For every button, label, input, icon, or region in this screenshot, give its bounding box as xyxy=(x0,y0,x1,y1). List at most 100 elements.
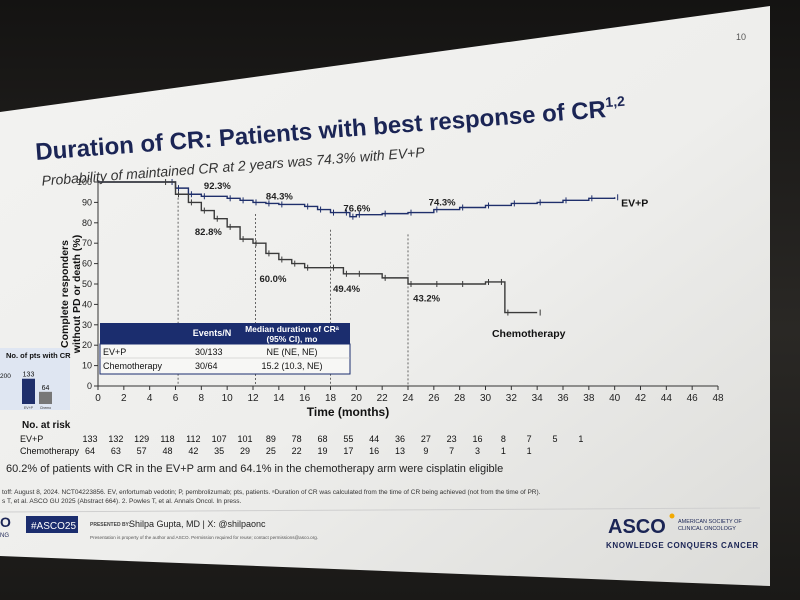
inset-title: No. of pts with CR xyxy=(6,351,71,360)
at-risk-value: 7 xyxy=(527,434,532,444)
y-tick-label: 50 xyxy=(82,279,92,289)
left-logo-fragment-2: NG xyxy=(0,533,9,539)
landmark-label: 74.3% xyxy=(429,197,456,208)
table-row-arm: Chemotherapy xyxy=(103,361,163,371)
asco-logo: ASCO xyxy=(608,516,666,538)
landmark-label: 49.4% xyxy=(333,284,360,295)
inset-bar-value: 133 xyxy=(23,372,35,379)
at-risk-value: 5 xyxy=(552,434,557,444)
landmark-label: 92.3% xyxy=(204,181,231,192)
asco-society-line-1: AMERICAN SOCIETY OF xyxy=(678,519,742,525)
at-risk-value: 89 xyxy=(266,434,276,444)
hashtag: #ASCO25 xyxy=(31,521,76,532)
table-header-median-line2: (95% CI), mo xyxy=(266,334,317,344)
x-tick-label: 34 xyxy=(532,393,544,404)
inset-bar xyxy=(39,391,52,404)
y-tick-label: 40 xyxy=(82,299,92,309)
x-tick-label: 40 xyxy=(609,393,621,404)
at-risk-value: 7 xyxy=(449,446,454,456)
table-row-median: NE (NE, NE) xyxy=(266,347,317,357)
presenter-label: PRESENTED BY: xyxy=(90,522,131,528)
at-risk-value: 101 xyxy=(237,434,252,444)
at-risk-value: 23 xyxy=(447,434,457,444)
inset-bar-value: 64 xyxy=(42,385,50,392)
x-tick-label: 16 xyxy=(299,393,311,404)
at-risk-value: 8 xyxy=(501,434,506,444)
table-header-events: Events/N xyxy=(193,328,232,338)
y-tick-label: 100 xyxy=(77,177,92,187)
x-tick-label: 24 xyxy=(402,393,414,404)
x-axis-title: Time (months) xyxy=(307,405,389,419)
at-risk-value: 9 xyxy=(423,446,428,456)
x-tick-label: 44 xyxy=(661,393,673,404)
table-row-events: 30/133 xyxy=(195,347,223,357)
at-risk-value: 48 xyxy=(162,446,172,456)
at-risk-value: 1 xyxy=(527,446,532,456)
table-body-bg xyxy=(99,343,351,375)
footnote-1: toff: August 8, 2024. NCT04223856. EV, e… xyxy=(2,489,541,496)
events-table: Events/N Median duration of CRᵃ(95% CI), … xyxy=(99,323,351,375)
at-risk-value: 1 xyxy=(501,446,506,456)
at-risk-value: 35 xyxy=(214,446,224,456)
at-risk-value: 27 xyxy=(421,434,431,444)
asco-society-line-2: CLINICAL ONCOLOGY xyxy=(678,526,736,532)
at-risk-value: 1 xyxy=(578,434,583,444)
at-risk-value: 112 xyxy=(186,434,200,444)
x-tick-label: 18 xyxy=(325,393,337,404)
at-risk-value: 3 xyxy=(475,446,480,456)
x-tick-label: 12 xyxy=(247,393,259,404)
series-label: EV+P xyxy=(621,197,648,209)
table-header-median-line1: Median duration of CRᵃ xyxy=(245,324,340,334)
at-risk-value: 19 xyxy=(317,446,327,456)
x-tick-label: 6 xyxy=(173,393,179,404)
at-risk-arm-label: Chemotherapy xyxy=(20,446,80,456)
x-tick-label: 46 xyxy=(687,393,699,404)
at-risk-value: 57 xyxy=(137,446,147,456)
series-label: Chemotherapy xyxy=(492,328,566,340)
landmark-label: 84.3% xyxy=(266,191,293,202)
y-tick-label: 0 xyxy=(87,381,92,391)
at-risk-value: 129 xyxy=(134,434,149,444)
y-tick-label: 10 xyxy=(82,361,92,371)
landmark-label: 82.8% xyxy=(195,227,222,238)
table-header-bg xyxy=(100,323,350,344)
at-risk-value: 118 xyxy=(160,434,174,444)
table-row-arm: EV+P xyxy=(103,347,126,357)
landmark-label: 60.0% xyxy=(259,274,286,285)
footnote-2: s T, et al. ASCO GU 2025 (Abstract 664).… xyxy=(2,498,241,505)
series-line-ev-p xyxy=(98,181,616,218)
y-tick-label: 90 xyxy=(82,197,92,207)
at-risk-value: 55 xyxy=(343,434,353,444)
at-risk-value: 78 xyxy=(292,434,302,444)
at-risk-value: 13 xyxy=(395,446,405,456)
at-risk-value: 42 xyxy=(188,446,198,456)
y-axis-title-line: without PD or death (%) xyxy=(71,235,83,354)
at-risk-value: 25 xyxy=(266,446,276,456)
inset-bar-label: EV+P xyxy=(24,406,34,410)
x-tick-label: 38 xyxy=(583,393,595,404)
presenter-name: Shilpa Gupta, MD | X: @shilpaonc xyxy=(129,519,266,529)
x-tick-label: 0 xyxy=(95,393,101,404)
series-line-chemotherapy xyxy=(98,181,538,314)
at-risk-value: 132 xyxy=(108,434,123,444)
y-tick-label: 80 xyxy=(82,218,92,228)
x-tick-label: 42 xyxy=(635,393,647,404)
at-risk-value: 133 xyxy=(82,434,97,444)
y-tick-label: 60 xyxy=(82,259,92,269)
footer-divider xyxy=(0,507,761,513)
at-risk-value: 36 xyxy=(395,434,405,444)
hashtag-badge xyxy=(26,516,78,533)
at-risk-title: No. at risk xyxy=(22,420,71,431)
inset-bar xyxy=(22,378,35,404)
x-tick-label: 10 xyxy=(222,393,234,404)
x-tick-label: 2 xyxy=(121,393,127,404)
table-row-median: 15.2 (10.3, NE) xyxy=(261,361,322,371)
at-risk-value: 68 xyxy=(317,434,327,444)
x-tick-label: 30 xyxy=(480,393,492,404)
x-tick-label: 8 xyxy=(199,393,205,404)
x-tick-label: 26 xyxy=(428,393,440,404)
slide-number: 10 xyxy=(736,32,746,42)
